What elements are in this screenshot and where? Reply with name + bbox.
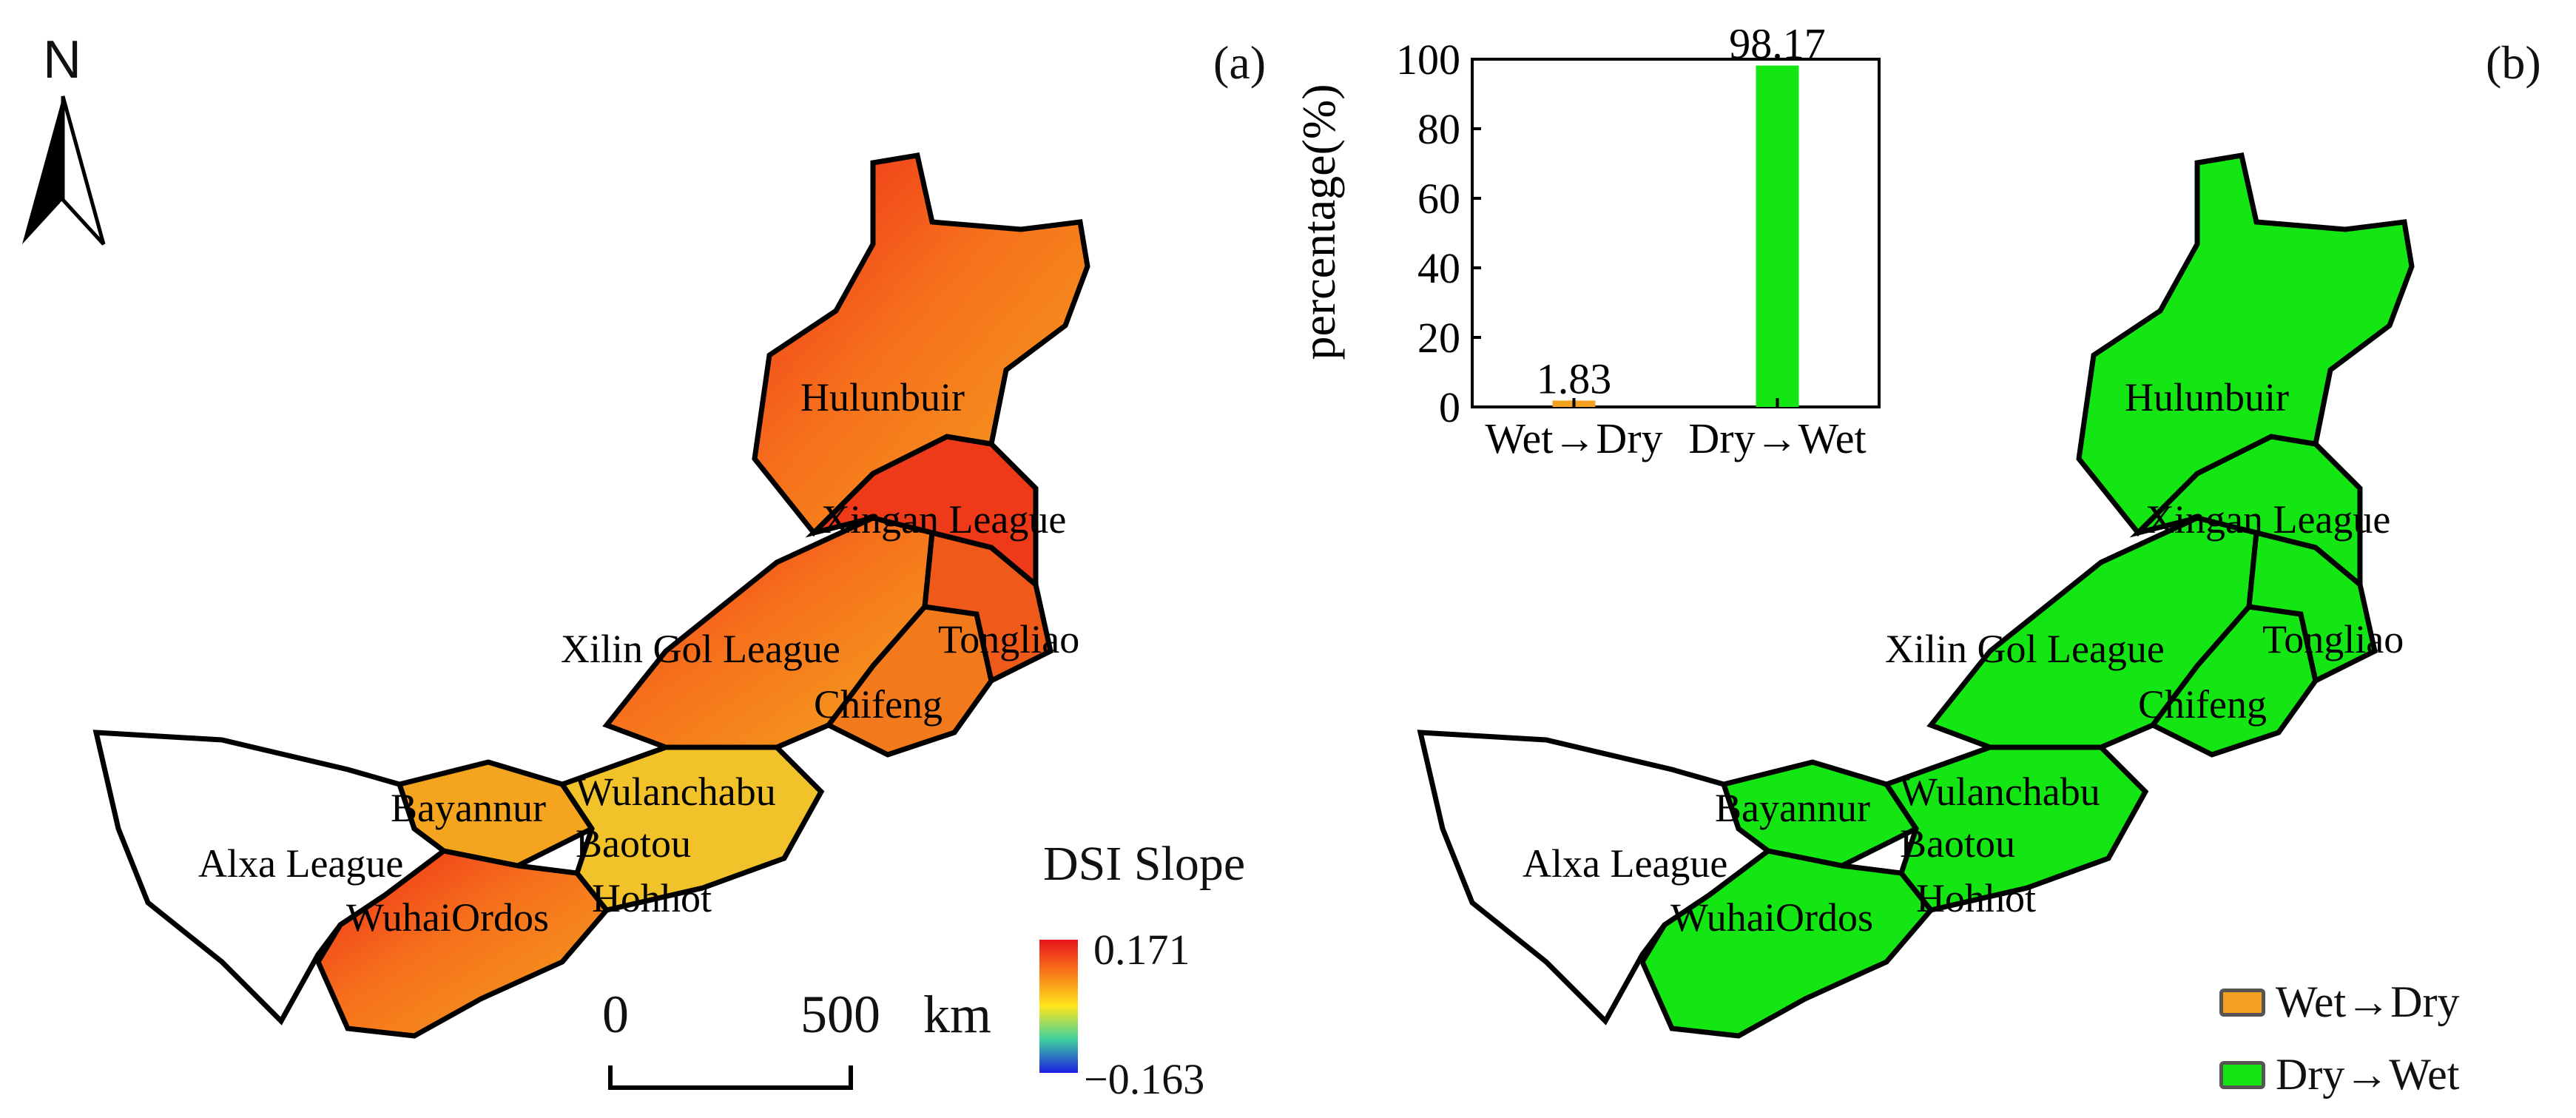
chart-ytick-label: 20 <box>1417 314 1460 362</box>
label-bayannur-b: Bayannur <box>1715 786 1870 830</box>
region-ordos <box>315 848 610 1039</box>
legend-item-wet-to-dry: Wet→Dry <box>2219 977 2459 1028</box>
scale-start: 0 <box>602 985 629 1044</box>
label-ordos-b: Ordos <box>1776 895 1873 940</box>
label-ordos-a: Ordos <box>451 895 549 940</box>
region-bayannur-b <box>1720 759 1921 869</box>
region-bayannur <box>396 759 596 869</box>
legend-label-dry-to-wet: Dry→Wet <box>2276 1050 2460 1099</box>
north-label: N <box>43 30 81 90</box>
label-xingan-b: Xingan League <box>2145 497 2390 542</box>
dsi-legend-max: 0.171 <box>1093 926 1190 974</box>
label-baotou-a: Baotou <box>576 821 691 866</box>
label-wulanchabu-a: Wulanchabu <box>576 770 776 814</box>
chart-category-label: Wet→Dry <box>1485 414 1662 462</box>
label-chifeng-a: Chifeng <box>814 682 943 727</box>
label-wulanchabu-b: Wulanchabu <box>1900 770 2100 814</box>
label-bayannur-a: Bayannur <box>391 786 546 830</box>
label-xingan-a: Xingan League <box>821 497 1066 542</box>
chart-ytick-label: 100 <box>1396 36 1460 84</box>
chart-xaxis-ticks: Wet→Dry Dry→Wet <box>1485 398 1867 462</box>
chart-value-label: 1.83 <box>1537 354 1612 403</box>
north-arrow: N <box>15 30 111 252</box>
label-wuhai-a: Wuhai <box>346 895 451 940</box>
legend-item-dry-to-wet: Dry→Wet <box>2219 1049 2459 1100</box>
label-alxa-b: Alxa League <box>1523 841 1727 886</box>
region-ordos-b <box>1639 848 1935 1039</box>
label-tongliao-a: Tongliao <box>938 617 1079 661</box>
label-baotou-b: Baotou <box>1900 821 2015 866</box>
chart-bars: 1.83 98.17 <box>1537 30 1826 407</box>
label-hulunbuir-b: Hulunbuir <box>2125 375 2289 420</box>
scale-bar-line <box>608 1065 853 1090</box>
panel-label-b: (b) <box>2486 36 2541 89</box>
label-hohhot-b: Hohhot <box>1916 876 2036 920</box>
north-arrow-icon <box>22 95 106 246</box>
label-xilingol-b: Xilin Gol League <box>1885 627 2165 671</box>
region-hulunbuir <box>752 152 1090 537</box>
chart-ytick-label: 40 <box>1417 244 1460 292</box>
map-a-dsi-slope: Hulunbuir Xingan League Xilin Gol League… <box>92 152 1090 1039</box>
legend-swatch-wet-to-dry <box>2219 988 2265 1017</box>
label-hohhot-a: Hohhot <box>592 876 712 920</box>
legend-label-wet-to-dry: Wet→Dry <box>2276 977 2460 1026</box>
scale-unit: km <box>923 985 992 1044</box>
chart-value-label: 98.17 <box>1729 30 1826 68</box>
label-hulunbuir-a: Hulunbuir <box>800 375 965 420</box>
chart-category-label: Dry→Wet <box>1688 414 1866 462</box>
label-tongliao-b: Tongliao <box>2262 617 2404 661</box>
chart-frame <box>1471 58 1881 408</box>
legend-swatch-dry-to-wet <box>2219 1060 2265 1089</box>
chart-ylabel: percentage(%) <box>1292 84 1345 360</box>
label-wuhai-b: Wuhai <box>1670 895 1776 940</box>
label-alxa-a: Alxa League <box>198 841 403 886</box>
inset-bar-chart: percentage(%) 0 20 40 60 80 100 1.83 98.17 Wet… <box>1292 30 1881 462</box>
chart-ytick-label: 60 <box>1417 175 1460 223</box>
dsi-legend-title: DSI Slope <box>1043 837 1246 891</box>
label-xilingol-a: Xilin Gol League <box>561 627 840 671</box>
chart-bar-1 <box>1756 65 1799 407</box>
region-hulunbuir-b <box>2076 152 2415 537</box>
map-b-class-change: Hulunbuir Xingan League Xilin Gol League… <box>1417 152 2415 1039</box>
chart-ytick-label: 80 <box>1417 105 1460 153</box>
dsi-colorbar <box>1039 940 1078 1073</box>
panel-label-a: (a) <box>1213 36 1267 89</box>
scale-end: 500 <box>800 985 880 1044</box>
dsi-legend-min: −0.163 <box>1084 1055 1205 1103</box>
chart-ytick-label: 0 <box>1439 383 1460 431</box>
label-chifeng-b: Chifeng <box>2138 682 2267 727</box>
chart-yaxis-ticks: 0 20 40 60 80 100 <box>1396 36 1481 431</box>
